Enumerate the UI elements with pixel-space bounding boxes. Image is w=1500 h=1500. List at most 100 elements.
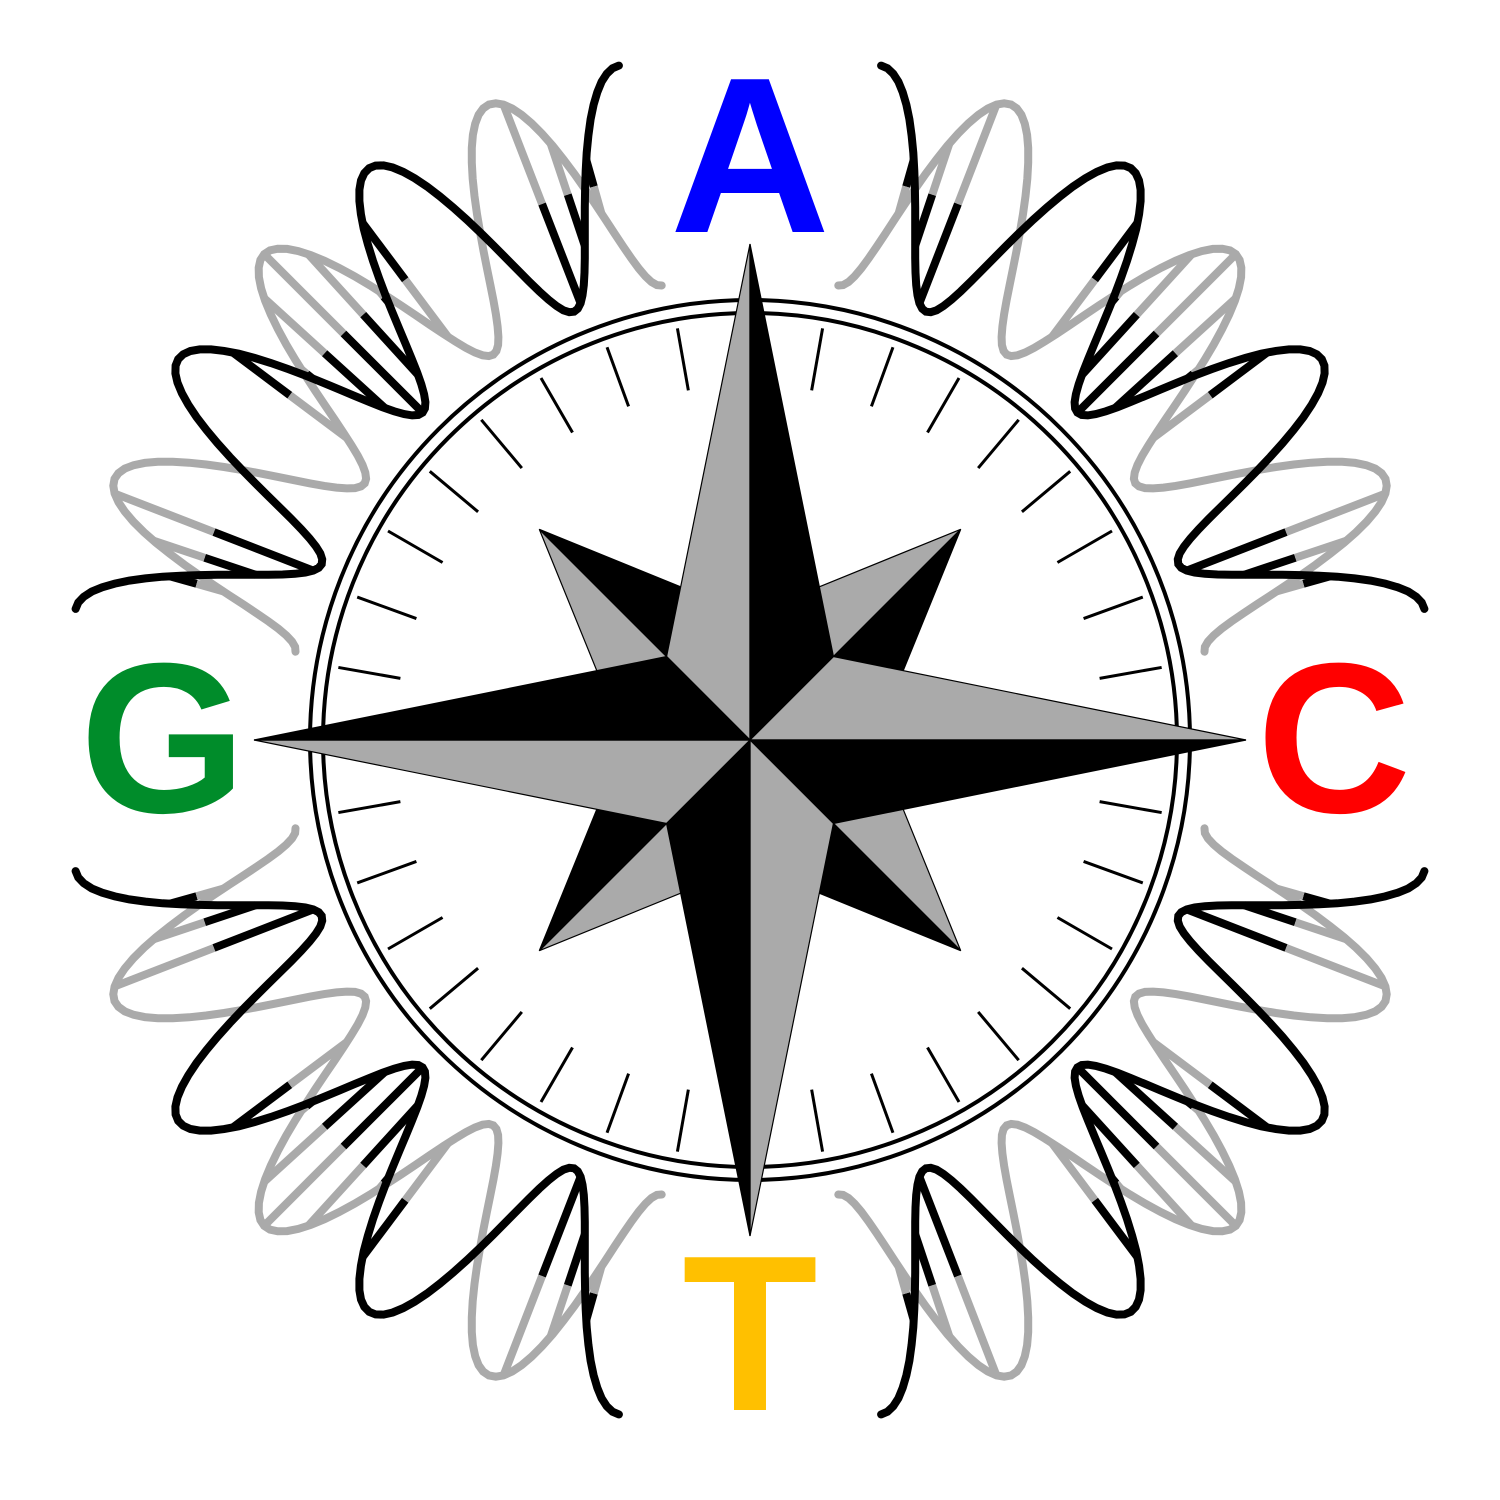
helix-base-pair — [359, 1197, 409, 1260]
helix-base-pair — [340, 1064, 426, 1150]
helix-strand-back — [834, 99, 1391, 656]
compass-tick — [870, 1073, 895, 1134]
compass-tick — [926, 377, 961, 434]
compass-tick — [810, 1089, 825, 1152]
helix-segment — [71, 61, 666, 656]
compass-tick — [1083, 860, 1144, 885]
nucleotide-letters: A C T G — [80, 32, 1412, 1458]
helix-base-pair — [954, 1274, 1001, 1377]
letter-t: T — [682, 1210, 818, 1458]
compass-tick — [480, 418, 523, 470]
helix-base-pair — [287, 1038, 350, 1088]
compass-tick — [1020, 967, 1072, 1010]
helix-base-pair — [1112, 1068, 1179, 1130]
helix-strand-back — [834, 824, 1391, 1381]
compass-tick — [387, 529, 444, 564]
helix-base-pair — [195, 579, 225, 596]
helix-segment — [71, 824, 666, 1419]
compass-tick — [338, 800, 401, 815]
compass-tick — [977, 418, 1020, 470]
compass-tick — [1099, 800, 1162, 815]
helix-strand-front — [71, 61, 623, 613]
helix-base-pair — [1284, 489, 1387, 536]
helix-base-pair — [287, 392, 350, 442]
helix-base-pair — [321, 350, 388, 412]
helix-base-pair — [928, 1284, 954, 1338]
helix-base-pair — [546, 142, 572, 196]
compass-tick — [1083, 595, 1144, 620]
helix-base-pair — [1078, 1102, 1140, 1169]
helix-base-pair — [152, 536, 206, 562]
compass-tick — [428, 967, 480, 1010]
compass-tick — [870, 346, 895, 407]
helix-base-pair — [499, 103, 546, 206]
compass-tick — [1020, 470, 1072, 513]
helix-base-pair — [589, 1265, 606, 1295]
helix-base-pair — [230, 349, 293, 399]
helix-base-pair — [928, 142, 954, 196]
helix-base-pair — [1185, 905, 1288, 952]
compass-tick — [926, 1046, 961, 1103]
helix-base-pair — [1207, 1081, 1270, 1131]
compass-tick-marks — [338, 328, 1162, 1152]
helix-base-pair — [538, 1175, 585, 1278]
helix-base-pair — [321, 1068, 388, 1130]
helix-base-pair — [113, 489, 216, 536]
helix-strand-back — [109, 99, 666, 656]
compass-tick — [539, 377, 574, 434]
compass-tick — [675, 1089, 690, 1152]
helix-base-pair — [589, 185, 606, 215]
helix-base-pair — [915, 202, 962, 305]
compass-tick — [480, 1010, 523, 1062]
helix-base-pair — [1284, 944, 1387, 991]
helix-base-pair — [1091, 1197, 1141, 1260]
helix-base-pair — [212, 528, 315, 575]
letter-g: G — [80, 619, 246, 858]
compass-tick — [605, 1073, 630, 1134]
compass-tick — [675, 328, 690, 391]
helix-base-pair — [1048, 1140, 1098, 1203]
main-point-half — [253, 655, 752, 741]
helix-base-pair — [1048, 277, 1098, 340]
helix-base-pair — [1294, 918, 1348, 944]
helix-segment — [834, 61, 1429, 656]
helix-strand-front — [71, 867, 623, 1419]
helix-base-pair — [499, 1274, 546, 1377]
helix-base-pair — [261, 295, 328, 357]
compass-tick — [356, 595, 417, 620]
helix-base-pair — [261, 251, 347, 337]
helix-base-pair — [359, 220, 409, 283]
helix-base-pair — [894, 185, 911, 215]
compass-tick — [338, 665, 401, 680]
helix-base-pair — [915, 1175, 962, 1278]
compass-tick — [810, 328, 825, 391]
helix-strand-front — [877, 867, 1429, 1419]
helix-base-pair — [1112, 350, 1179, 412]
helix-base-pair — [954, 103, 1001, 206]
helix-base-pair — [1153, 251, 1239, 337]
helix-base-pair — [1133, 1162, 1195, 1229]
helix-base-pair — [305, 251, 367, 318]
compass-tick — [539, 1046, 574, 1103]
letter-c: C — [1257, 619, 1412, 858]
helix-base-pair — [1074, 330, 1160, 416]
helix-base-pair — [360, 1102, 422, 1169]
compass-tick — [1056, 529, 1113, 564]
helix-base-pair — [340, 330, 426, 416]
helix-base-pair — [1133, 251, 1195, 318]
dna-helix-ring — [71, 61, 1429, 1419]
helix-base-pair — [1294, 536, 1348, 562]
compass-tick — [1099, 665, 1162, 680]
compass — [253, 243, 1247, 1237]
helix-base-pair — [230, 1081, 293, 1131]
helix-base-pair — [1172, 1123, 1239, 1185]
helix-base-pair — [894, 1265, 911, 1295]
helix-base-pair — [360, 311, 422, 378]
helix-base-pair — [195, 884, 225, 901]
helix-strand-front — [877, 61, 1429, 613]
helix-base-pair — [1207, 349, 1270, 399]
letter-a: A — [670, 32, 830, 280]
helix-base-pair — [1275, 884, 1305, 901]
helix-base-pair — [1185, 528, 1288, 575]
